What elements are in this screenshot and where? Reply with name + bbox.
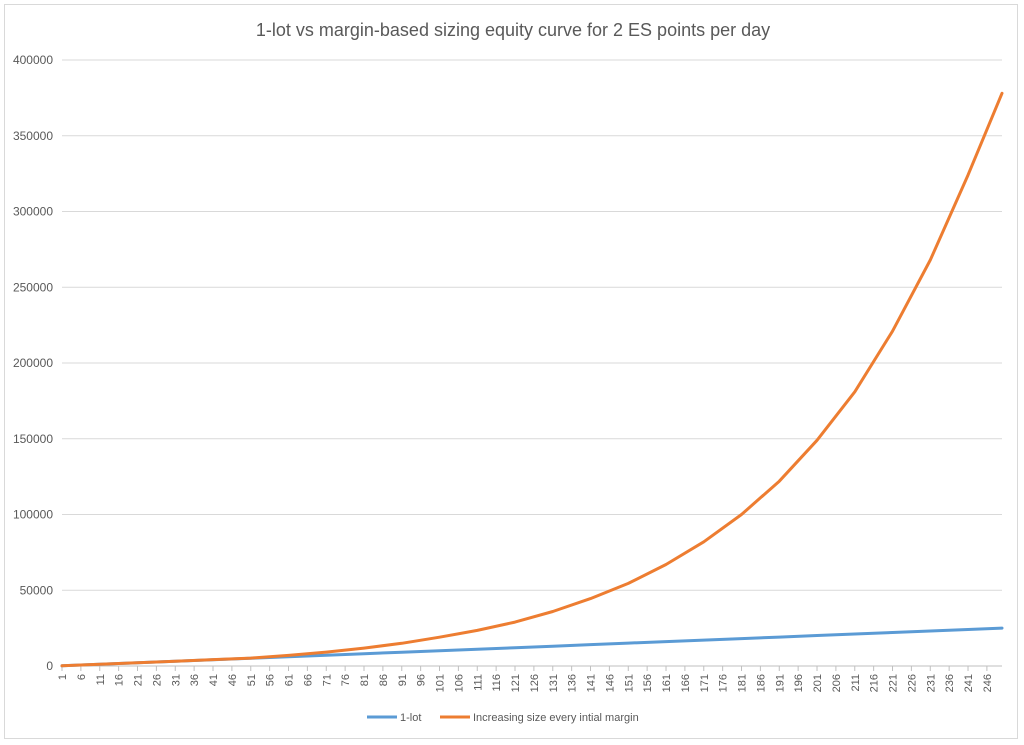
x-tick-label: 241 — [963, 674, 975, 692]
y-tick-label: 300000 — [13, 205, 53, 219]
series-line-increasing-size — [60, 91, 1004, 668]
x-tick-label: 216 — [869, 674, 881, 692]
y-tick-label: 150000 — [13, 432, 53, 446]
x-tick-label: 91 — [397, 674, 409, 686]
x-tick-label: 236 — [944, 674, 956, 692]
x-tick-label: 196 — [793, 674, 805, 692]
series-lines — [60, 91, 1004, 668]
x-tick-label: 106 — [453, 674, 465, 692]
x-tick-label: 146 — [604, 674, 616, 692]
chart-frame — [4, 4, 1018, 739]
x-tick-label: 156 — [642, 674, 654, 692]
x-tick-label: 51 — [246, 674, 258, 686]
x-tick-label: 201 — [812, 674, 824, 692]
x-tick-label: 46 — [227, 674, 239, 686]
x-tick-label: 31 — [170, 674, 182, 686]
y-tick-label: 100000 — [13, 508, 53, 522]
x-tick-label: 11 — [95, 674, 107, 685]
x-tick-label: 246 — [982, 674, 994, 692]
y-tick-label: 50000 — [20, 583, 54, 597]
x-tick-label: 111 — [472, 674, 484, 691]
legend-label-1-lot: 1-lot — [400, 712, 421, 724]
x-tick-label: 86 — [378, 674, 390, 686]
x-tick-label: 221 — [888, 674, 900, 692]
y-tick-label: 400000 — [13, 53, 53, 67]
x-tick-label: 21 — [133, 674, 145, 686]
x-tick-label: 26 — [151, 674, 163, 686]
x-tick-label: 126 — [529, 674, 541, 692]
chart-title: 1-lot vs margin-based sizing equity curv… — [256, 20, 770, 40]
x-tick-label: 81 — [359, 674, 371, 686]
x-tick-label: 231 — [925, 674, 937, 692]
x-tick-label: 151 — [623, 674, 635, 692]
x-tick-label: 121 — [510, 674, 522, 692]
legend-label-increasing-size: Increasing size every intial margin — [473, 712, 639, 724]
x-tick-label: 56 — [265, 674, 277, 686]
x-tick-label: 136 — [567, 674, 579, 692]
x-tick-label: 61 — [284, 674, 296, 686]
x-tick-label: 1 — [57, 674, 69, 680]
x-tick-label: 131 — [548, 674, 560, 692]
y-axis-ticks: 0 50000 100000 150000 200000 250000 300000 3500… — [13, 53, 53, 673]
x-tick-label: 166 — [680, 674, 692, 692]
x-tick-label: 171 — [699, 674, 711, 692]
x-tick-label: 186 — [755, 674, 767, 692]
grid-lines — [62, 59, 1002, 667]
x-tick-label: 71 — [321, 674, 333, 686]
x-tick-label: 6 — [76, 674, 88, 680]
x-tick-label: 116 — [491, 674, 503, 692]
x-tick-label: 191 — [774, 674, 786, 692]
x-tick-label: 141 — [586, 674, 598, 692]
x-tick-label: 226 — [906, 674, 918, 692]
x-tick-label: 181 — [737, 674, 749, 692]
y-tick-label: 250000 — [13, 280, 53, 294]
x-tick-label: 76 — [340, 674, 352, 686]
x-tick-label: 101 — [435, 674, 447, 692]
x-tick-label: 41 — [208, 674, 220, 686]
x-tick-label: 176 — [718, 674, 730, 692]
y-tick-label: 0 — [46, 659, 53, 673]
y-tick-label: 200000 — [13, 356, 53, 370]
x-tick-label: 96 — [416, 674, 428, 686]
x-tick-label: 161 — [661, 674, 673, 692]
y-tick-label: 350000 — [13, 129, 53, 143]
x-axis-ticks: 1 6 11 16 21 26 31 36 41 46 51 56 61 66 71 76 81 86 91 96 10… — [57, 666, 994, 692]
x-tick-label: 66 — [302, 674, 314, 686]
legend: 1-lot Increasing size every intial margin — [367, 712, 639, 724]
x-tick-label: 16 — [114, 674, 126, 686]
x-tick-label: 36 — [189, 674, 201, 686]
x-tick-label: 206 — [831, 674, 843, 692]
x-tick-label: 211 — [850, 674, 862, 692]
